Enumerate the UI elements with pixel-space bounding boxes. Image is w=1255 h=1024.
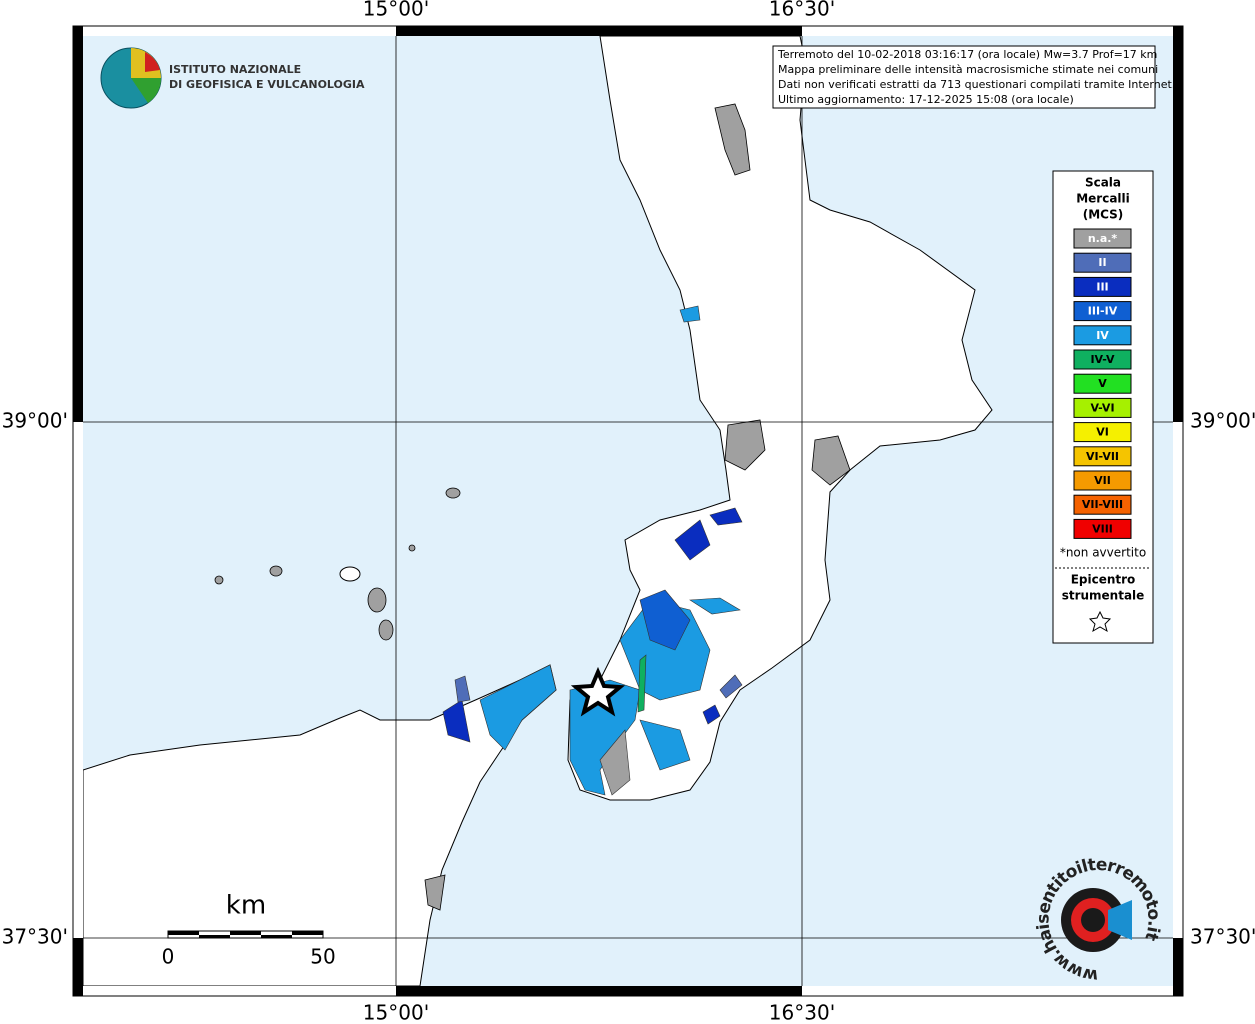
watermark-beam <box>1108 900 1132 940</box>
logo-text: ISTITUTO NAZIONALE <box>169 63 301 76</box>
legend-label: VII <box>1094 474 1111 487</box>
scale-segment <box>168 931 199 935</box>
frame-bar <box>73 938 83 996</box>
frame-bar <box>396 26 802 36</box>
frame-bar <box>396 986 802 996</box>
lon-label: 15°00' <box>363 0 429 21</box>
legend-swatch <box>1073 518 1132 539</box>
legend-swatch <box>1073 373 1132 394</box>
lon-label: 16°30' <box>769 1001 835 1024</box>
legend-swatch <box>1073 349 1132 370</box>
legend-swatch <box>1073 228 1132 249</box>
legend-swatch <box>1073 276 1132 297</box>
lat-label: 37°30' <box>1190 925 1255 949</box>
legend-label: V <box>1098 377 1107 390</box>
scale-segment <box>261 935 292 938</box>
logo-segment <box>131 78 162 103</box>
info-line: Ultimo aggiornamento: 17-12-2025 15:08 (… <box>778 93 1074 106</box>
legend-label: IV-V <box>1090 353 1115 366</box>
info-line: Mappa preliminare delle intensità macros… <box>778 63 1158 76</box>
scale-segment <box>292 931 323 935</box>
lat-label: 37°30' <box>2 925 68 949</box>
scale-unit: km <box>226 891 266 921</box>
watermark-center <box>1081 908 1105 932</box>
map-area <box>83 36 1173 986</box>
legend-label: II <box>1098 256 1106 269</box>
scale-tick: 0 <box>162 945 175 969</box>
info-line: Dati non verificati estratti da 713 ques… <box>778 78 1175 91</box>
lon-label: 16°30' <box>769 0 835 21</box>
legend-swatch <box>1073 422 1132 443</box>
legend-label: VII-VIII <box>1082 498 1123 511</box>
legend-swatch <box>1073 470 1132 491</box>
legend-label: V-VI <box>1090 401 1114 414</box>
lat-label: 39°00' <box>2 409 68 433</box>
info-box-frame <box>772 45 1156 109</box>
legend-title: (MCS) <box>1083 208 1124 222</box>
epicenter-star <box>570 666 626 717</box>
legend-swatch <box>1073 397 1132 418</box>
legend-swatch <box>1073 252 1132 273</box>
legend-label: IV <box>1096 329 1109 342</box>
legend-label: III <box>1096 280 1108 293</box>
legend-title: Scala <box>1085 176 1121 190</box>
frame-bar <box>73 26 83 422</box>
legend-swatch <box>1073 301 1132 322</box>
legend-title: Mercalli <box>1076 192 1130 206</box>
legend-epicenter: Epicentro <box>1071 573 1136 587</box>
info-line: Terremoto del 10-02-2018 03:16:17 (ora l… <box>777 48 1157 61</box>
islands <box>214 103 851 911</box>
legend-swatch <box>1073 446 1132 467</box>
legend-epicenter: strumentale <box>1062 589 1145 603</box>
legend-label: VI <box>1096 426 1109 439</box>
legend: Scala Mercalli (MCS) *non avvertito Epic… <box>1052 170 1154 644</box>
scale-bar: km 0 50 <box>162 891 336 969</box>
frame-bar <box>1173 26 1183 422</box>
legend-swatch <box>1073 494 1132 515</box>
lon-label: 15°00' <box>363 1001 429 1024</box>
lat-label: 39°00' <box>1190 409 1255 433</box>
legend-label: VI-VII <box>1086 450 1119 463</box>
legend-star <box>1088 610 1112 633</box>
info-box: Terremoto del 10-02-2018 03:16:17 (ora l… <box>772 45 1175 109</box>
frame-bar <box>1173 938 1183 996</box>
legend-note: *non avvertito <box>1060 546 1146 560</box>
scale-tick: 50 <box>310 945 335 969</box>
island <box>339 566 361 582</box>
legend-label: III-IV <box>1088 305 1118 318</box>
logo-text: DI GEOFISICA E VULCANOLOGIA <box>169 78 365 91</box>
ingv-logo: ISTITUTO NAZIONALE DI GEOFISICA E VULCAN… <box>100 47 365 109</box>
logo-segment <box>145 52 160 72</box>
scale-segment <box>230 931 261 935</box>
legend-swatch <box>1073 325 1132 346</box>
scale-segment <box>199 935 230 938</box>
legend-label: n.a.* <box>1088 232 1118 245</box>
legend-label: VIII <box>1092 522 1113 535</box>
